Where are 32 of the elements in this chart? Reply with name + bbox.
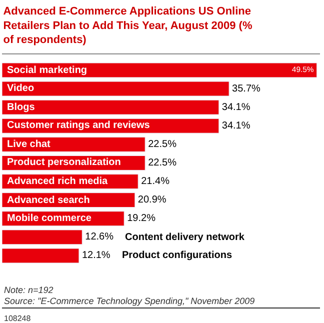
y-tick-label: Mobile commerce [7,213,92,224]
data-label: 35.7% [232,83,261,94]
data-label: 21.4% [141,176,170,188]
y-tick-label: Content delivery network [125,232,245,243]
y-tick-label: Live chat [7,139,52,150]
text: Note: n=192 [4,285,54,295]
text: 108248 [4,314,32,323]
bar [2,81,230,96]
data-label: 49.5% [292,65,314,74]
data-label: 20.9% [138,194,166,206]
data-label: 22.5% [148,138,177,150]
bar [2,136,146,152]
y-tick-label: Product configurations [122,250,232,261]
y-tick-label: Customer ratings and reviews [7,120,150,131]
data-label: 19.2% [127,213,156,224]
data-label: 34.1% [222,120,250,132]
source-note: Source: "E-Commerce Technology Spending," November 2009 [4,296,255,306]
bar [2,62,318,78]
bar [2,248,80,264]
y-tick-label: Social marketing [7,65,88,76]
chart-title: Advanced E-Commerce Applications US Online Retailers Plan to Add This Year, August 2009 (% of respondents) [3,6,252,46]
y-tick-label: Blogs [7,102,36,113]
y-tick-label: Video [7,83,34,94]
data-label: 22.5% [148,157,177,168]
y-tick-label: Product personalization [7,157,121,168]
data-label: 12.1% [82,250,110,262]
y-tick-label: Advanced rich media [7,176,108,187]
y-tick-label: Advanced search [7,195,90,206]
data-label: 34.1% [222,102,250,113]
data-label: 12.6% [85,232,114,243]
bar [2,230,82,245]
bar [2,100,220,115]
